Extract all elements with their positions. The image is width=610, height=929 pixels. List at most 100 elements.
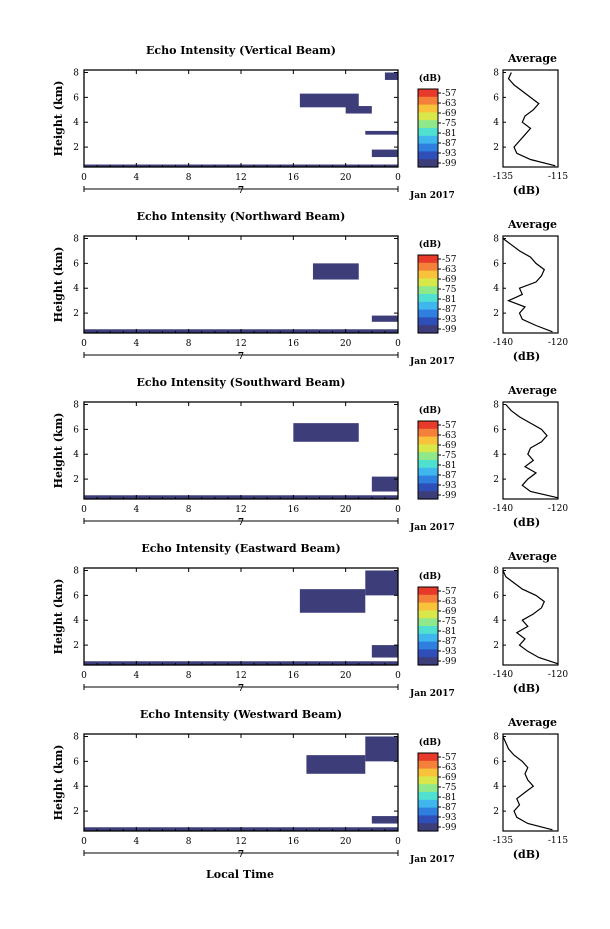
average-x-label: (dB)	[513, 682, 540, 695]
colorbar-label: (dB)	[419, 239, 441, 250]
panel-1: Echo Intensity (Vertical Beam) 0 4 8 12 16 20 0…	[52, 44, 568, 201]
average-y-tick-label: 2	[493, 143, 499, 153]
average-y-tick-label: 4	[493, 284, 499, 294]
colorbar-segment	[418, 641, 438, 650]
colorbar-segment	[418, 325, 438, 334]
x-tick-label: 16	[288, 339, 300, 349]
average-x-tick-label: -120	[548, 338, 568, 348]
panel-5: Echo Intensity (Westward Beam) 0 4 8 12 16 20 0…	[52, 708, 568, 865]
average-x-label: (dB)	[513, 350, 540, 363]
average-profile-line	[505, 404, 559, 499]
average-y-tick-label: 4	[493, 450, 499, 460]
colorbar-tick-label: -63	[442, 265, 457, 275]
colorbar-tick-label: -93	[442, 149, 457, 159]
colorbar-segment	[418, 128, 438, 137]
colorbar-tick-label: -57	[442, 255, 457, 265]
y-tick-label: 4	[73, 118, 79, 128]
x-tick-label: 8	[186, 671, 192, 681]
echo-region	[299, 589, 366, 613]
x-tick-label: 20	[340, 505, 352, 515]
y-tick-label: 2	[73, 807, 79, 817]
echo-region	[365, 130, 398, 135]
average-x-tick-label: -115	[548, 836, 568, 846]
average-x-tick-label: -140	[493, 670, 513, 680]
x-tick-label: 0	[395, 837, 401, 847]
x-tick-label: 16	[288, 173, 300, 183]
colorbar-tick-label: -93	[442, 647, 457, 657]
colorbar-label: (dB)	[419, 571, 441, 582]
y-tick-label: 4	[73, 782, 79, 792]
colorbar-segment	[418, 587, 438, 596]
average-x-label: (dB)	[513, 848, 540, 861]
average-frame	[502, 733, 559, 832]
average-x-tick-label: -140	[493, 338, 513, 348]
y-tick-label: 4	[73, 616, 79, 626]
colorbar-tick-label: -69	[442, 607, 457, 617]
average-y-tick-label: 2	[493, 309, 499, 319]
x-tick-label: 20	[340, 671, 352, 681]
colorbar-segment	[418, 799, 438, 809]
colorbar-segment	[418, 633, 438, 643]
colorbar-frame	[417, 586, 439, 666]
colorbar-segment	[418, 784, 438, 793]
colorbar-tick-label: -93	[442, 481, 457, 491]
plot-frame	[83, 401, 399, 500]
average-y-tick-label: 8	[493, 566, 499, 576]
plot-frame	[83, 69, 399, 168]
colorbar-frame	[417, 88, 439, 168]
echo-region	[299, 93, 359, 108]
colorbar-tick-label: -75	[442, 451, 457, 461]
y-tick-label: 8	[73, 400, 79, 410]
x-tick-label: 0	[395, 173, 401, 183]
average-y-tick-label: 2	[493, 641, 499, 651]
colorbar-segment	[418, 159, 438, 168]
x-tick-label: 12	[235, 505, 246, 515]
average-y-tick-label: 6	[493, 425, 499, 435]
colorbar-tick-label: -57	[442, 753, 457, 763]
x-tick-label: 4	[133, 671, 139, 681]
colorbar-segment	[418, 151, 438, 160]
colorbar-segment	[418, 649, 438, 658]
date-label: Jan 2017	[409, 523, 455, 533]
day-label: 7	[238, 186, 244, 196]
colorbar-segment	[418, 452, 438, 461]
colorbar-segment	[418, 120, 438, 129]
colorbar-segment	[418, 428, 438, 438]
colorbar-segment	[418, 792, 438, 801]
colorbar-segment	[418, 626, 438, 635]
colorbar-tick-label: -87	[442, 139, 457, 149]
date-label: Jan 2017	[409, 191, 455, 201]
colorbar-tick-label: -57	[442, 587, 457, 597]
colorbar-segment	[418, 278, 438, 287]
colorbar-tick-label: -57	[442, 421, 457, 431]
y-axis-label: Height (km)	[52, 81, 65, 157]
date-label: Jan 2017	[409, 357, 455, 367]
x-tick-label: 0	[81, 339, 87, 349]
colorbar-segment	[418, 135, 438, 145]
y-axis-label: Height (km)	[52, 745, 65, 821]
colorbar-tick-label: -99	[442, 657, 457, 667]
average-profile-line	[502, 736, 553, 831]
colorbar-segment	[418, 89, 438, 98]
colorbar-tick-label: -75	[442, 285, 457, 295]
average-profile-line	[507, 72, 556, 167]
colorbar-segment	[418, 143, 438, 152]
colorbar-segment	[418, 255, 438, 264]
x-tick-label: 12	[235, 837, 246, 847]
echo-regions	[84, 423, 398, 499]
average-y-tick-label: 2	[493, 807, 499, 817]
colorbar-tick-label: -69	[442, 109, 457, 119]
y-tick-label: 8	[73, 732, 79, 742]
x-tick-label: 0	[81, 173, 87, 183]
panel-title: Echo Intensity (Southward Beam)	[137, 376, 346, 389]
panel-title: Echo Intensity (Northward Beam)	[137, 210, 346, 223]
colorbar-tick-label: -75	[442, 119, 457, 129]
x-tick-label: 4	[133, 339, 139, 349]
colorbar-segment	[418, 262, 438, 272]
colorbar-segment	[418, 602, 438, 611]
average-x-label: (dB)	[513, 184, 540, 197]
echo-region	[293, 423, 359, 442]
echo-region	[365, 736, 398, 762]
average-x-tick-label: -115	[548, 172, 568, 182]
